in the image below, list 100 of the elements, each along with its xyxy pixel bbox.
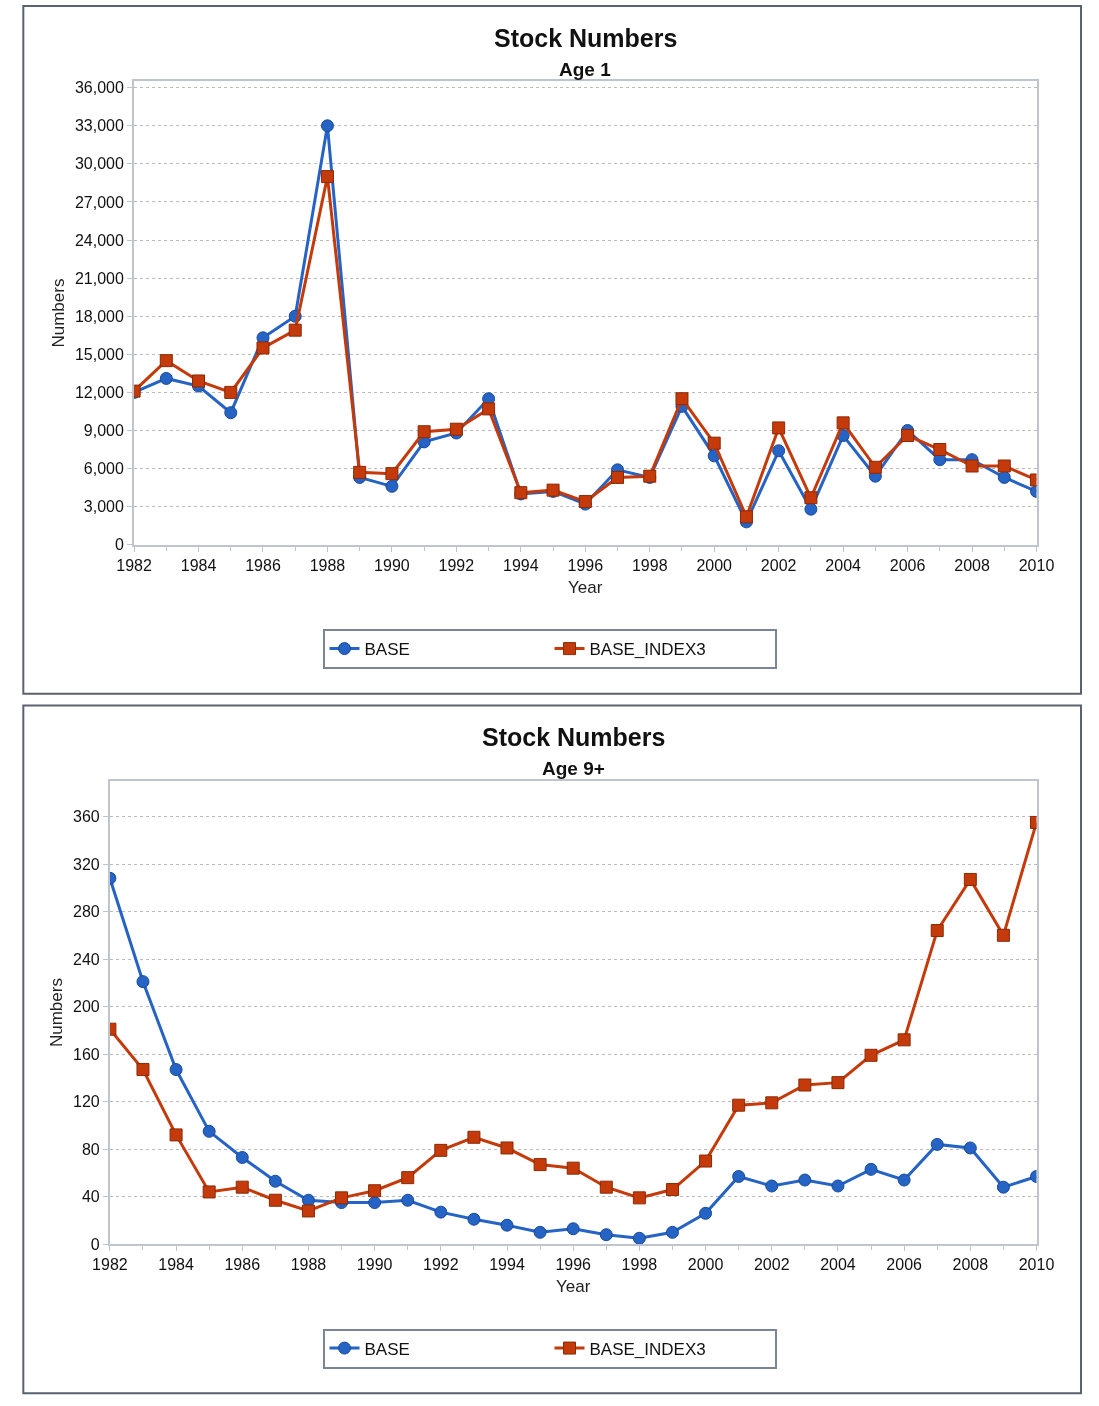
x-tick-label: 2006 xyxy=(886,1256,923,1274)
point xyxy=(804,502,818,516)
point xyxy=(599,1180,613,1194)
point xyxy=(482,402,496,416)
point xyxy=(739,510,753,524)
point xyxy=(864,1048,878,1062)
x-tick-label: 1990 xyxy=(356,1256,393,1274)
point xyxy=(288,323,302,337)
point xyxy=(831,1179,845,1193)
point xyxy=(401,1193,415,1207)
x-tick-label: 2006 xyxy=(889,556,926,574)
x-tick-label: 1990 xyxy=(374,556,410,574)
point xyxy=(930,1137,944,1151)
y-tick-label: 33,000 xyxy=(74,117,124,135)
x-tick-label: 2000 xyxy=(687,1256,724,1274)
y-tick-label: 120 xyxy=(72,1093,100,1111)
point xyxy=(864,1162,878,1176)
point xyxy=(699,1154,713,1168)
x-tick-label: 1988 xyxy=(290,1256,327,1274)
point xyxy=(836,416,850,430)
point xyxy=(368,1196,382,1210)
x-tick-label: 1984 xyxy=(158,1256,194,1274)
x-tick-label: 1998 xyxy=(621,1256,658,1274)
y-tick-label: 27,000 xyxy=(74,193,124,211)
point xyxy=(385,467,399,481)
point xyxy=(467,1130,481,1144)
point xyxy=(963,1141,977,1155)
point xyxy=(732,1098,746,1112)
point xyxy=(335,1191,349,1205)
point xyxy=(136,1063,150,1077)
point xyxy=(566,1161,580,1175)
point xyxy=(868,460,882,474)
chart-subtitle: Age 1 xyxy=(559,59,612,80)
point xyxy=(798,1078,812,1092)
point xyxy=(965,459,979,473)
y-tick-label: 80 xyxy=(81,1140,100,1158)
chart-title: Stock Numbers xyxy=(494,24,678,52)
y-tick-label: 24,000 xyxy=(74,231,124,249)
point xyxy=(707,436,721,450)
point xyxy=(804,491,818,505)
x-tick-label: 1996 xyxy=(555,1256,592,1274)
point xyxy=(798,1173,812,1187)
y-tick-label: 3,000 xyxy=(83,498,124,516)
point xyxy=(256,341,270,355)
y-tick-label: 0 xyxy=(114,536,124,554)
x-tick-label: 1998 xyxy=(631,556,668,574)
y-tick-label: 12,000 xyxy=(74,383,124,401)
x-tick-label: 1996 xyxy=(567,556,604,574)
point xyxy=(665,1225,679,1239)
point xyxy=(533,1225,547,1239)
y-axis-title: Numbers xyxy=(47,978,67,1048)
x-tick-label: 2008 xyxy=(952,1256,989,1274)
point xyxy=(897,1033,911,1047)
point xyxy=(224,406,238,420)
point xyxy=(772,421,786,435)
chart-title: Stock Numbers xyxy=(482,723,666,751)
x-tick-label: 1992 xyxy=(438,556,475,574)
point xyxy=(235,1180,249,1194)
point xyxy=(353,465,367,479)
x-tick-label: 1982 xyxy=(116,556,152,574)
x-tick-label: 1994 xyxy=(503,556,539,574)
point xyxy=(385,479,399,493)
point xyxy=(765,1179,779,1193)
point xyxy=(632,1231,646,1245)
x-axis-title: Year xyxy=(556,1277,591,1297)
point xyxy=(997,470,1011,484)
point xyxy=(136,975,150,989)
point xyxy=(897,1173,911,1187)
x-tick-label: 1982 xyxy=(92,1256,128,1274)
y-tick-label: 36,000 xyxy=(74,79,124,97)
point xyxy=(202,1185,216,1199)
x-tick-label: 2008 xyxy=(954,556,990,574)
x-tick-label: 2010 xyxy=(1018,556,1055,574)
point xyxy=(434,1205,448,1219)
x-tick-label: 1988 xyxy=(309,556,346,574)
point xyxy=(765,1096,779,1110)
x-tick-label: 2002 xyxy=(760,556,797,574)
point xyxy=(675,392,689,406)
chart-subtitle: Age 9+ xyxy=(542,758,605,779)
point xyxy=(224,385,238,399)
legend-label: BASE_INDEX3 xyxy=(589,1339,706,1359)
x-tick-label: 1994 xyxy=(489,1256,525,1274)
y-tick-label: 15,000 xyxy=(74,345,124,363)
y-tick-label: 30,000 xyxy=(74,155,124,173)
point xyxy=(268,1193,282,1207)
legend-label: BASE xyxy=(364,640,410,660)
x-axis-title: Year xyxy=(568,577,603,597)
point xyxy=(933,443,947,457)
point xyxy=(963,872,977,886)
point xyxy=(467,1212,481,1226)
point xyxy=(500,1218,514,1232)
point xyxy=(996,928,1010,942)
y-tick-label: 320 xyxy=(72,855,100,873)
y-tick-label: 6,000 xyxy=(83,460,124,478)
y-tick-label: 9,000 xyxy=(83,422,124,440)
x-tick-label: 2000 xyxy=(696,556,733,574)
point xyxy=(320,119,334,133)
x-tick-label: 2004 xyxy=(820,1256,856,1274)
x-tick-label: 1992 xyxy=(423,1256,459,1274)
point xyxy=(566,1222,580,1236)
